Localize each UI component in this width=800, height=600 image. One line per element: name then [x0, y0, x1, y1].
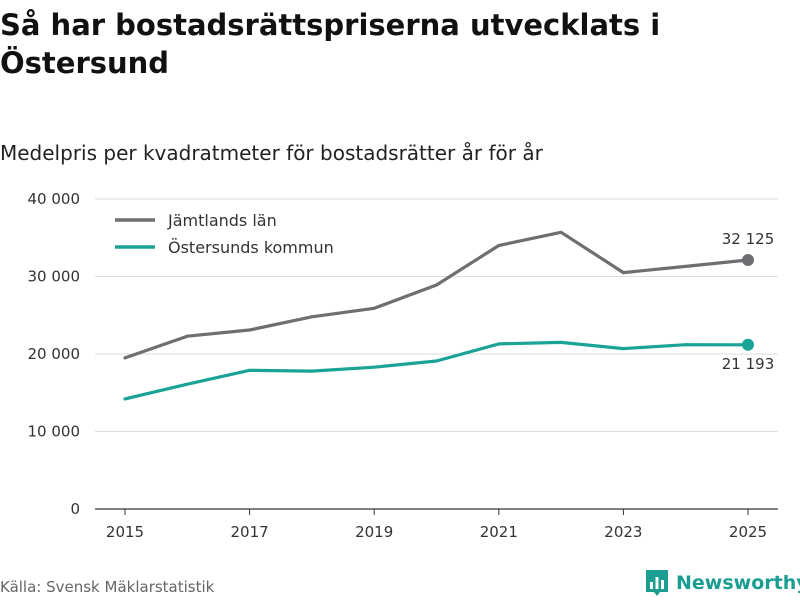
series-1-point-8	[621, 347, 625, 351]
series-0-point-3	[310, 315, 314, 319]
legend-label-0: Jämtlands län	[167, 211, 277, 230]
series-0-point-9	[684, 264, 688, 268]
series-0-point-4	[372, 306, 376, 310]
series-0-point-5	[435, 283, 438, 287]
series-1-point-4	[372, 365, 376, 369]
source-note: Källa: Svensk Mäklarstatistik	[0, 578, 215, 596]
y-tick-label-0: 0	[70, 500, 80, 518]
x-tick-label-4: 2023	[604, 523, 642, 541]
series-line-1	[123, 340, 750, 401]
x-tick-label-1: 2017	[231, 523, 269, 541]
series-1-end-label: 21 193	[722, 355, 775, 373]
x-tick-label-2: 2019	[355, 523, 393, 541]
series-0-point-1	[185, 334, 189, 338]
brand-logo: Newsworthy	[644, 568, 800, 598]
y-tick-label-2: 20 000	[28, 345, 81, 363]
series-1-point-9	[684, 343, 688, 347]
y-tick-label-1: 10 000	[28, 423, 81, 441]
legend-label-1: Östersunds kommun	[168, 238, 334, 257]
legend: Jämtlands län Östersunds kommun	[115, 211, 334, 257]
x-tick-label-3: 2021	[480, 523, 518, 541]
series-1-point-7	[559, 340, 563, 344]
series-1-point-6	[497, 342, 501, 346]
series-1-point-3	[310, 369, 314, 373]
x-tick-label-5: 2025	[729, 523, 767, 541]
series-0-point-2	[248, 328, 252, 332]
series-1-point-5	[435, 359, 438, 363]
chart-subtitle: Medelpris per kvadratmeter för bostadsrä…	[0, 141, 543, 165]
series-1-point-0	[123, 397, 127, 401]
series-layer: 32 125 21 193	[123, 230, 775, 401]
series-0-point-7	[559, 230, 563, 234]
series-0-end-label: 32 125	[722, 230, 775, 248]
newsworthy-logo-icon	[646, 570, 668, 596]
grid-layer	[95, 198, 778, 510]
y-tick-label-4: 40 000	[28, 190, 81, 208]
series-1-point-1	[185, 382, 189, 386]
chart-title: Så har bostadsrättspriserna utvecklats i…	[0, 8, 661, 80]
y-tick-label-3: 30 000	[28, 268, 81, 286]
axis-layer: 0 10 000 20 000 30 000 40 000 2015 2017 2019 202…	[28, 190, 768, 541]
series-0-point-0	[123, 356, 127, 360]
x-tick-label-0: 2015	[106, 523, 144, 541]
brand-name: Newsworthy	[676, 572, 800, 594]
series-1-end-marker	[742, 338, 754, 351]
series-0-end-marker	[742, 254, 754, 267]
series-0-point-6	[497, 244, 501, 247]
series-0-point-8	[621, 271, 625, 275]
series-1-point-2	[248, 368, 252, 372]
